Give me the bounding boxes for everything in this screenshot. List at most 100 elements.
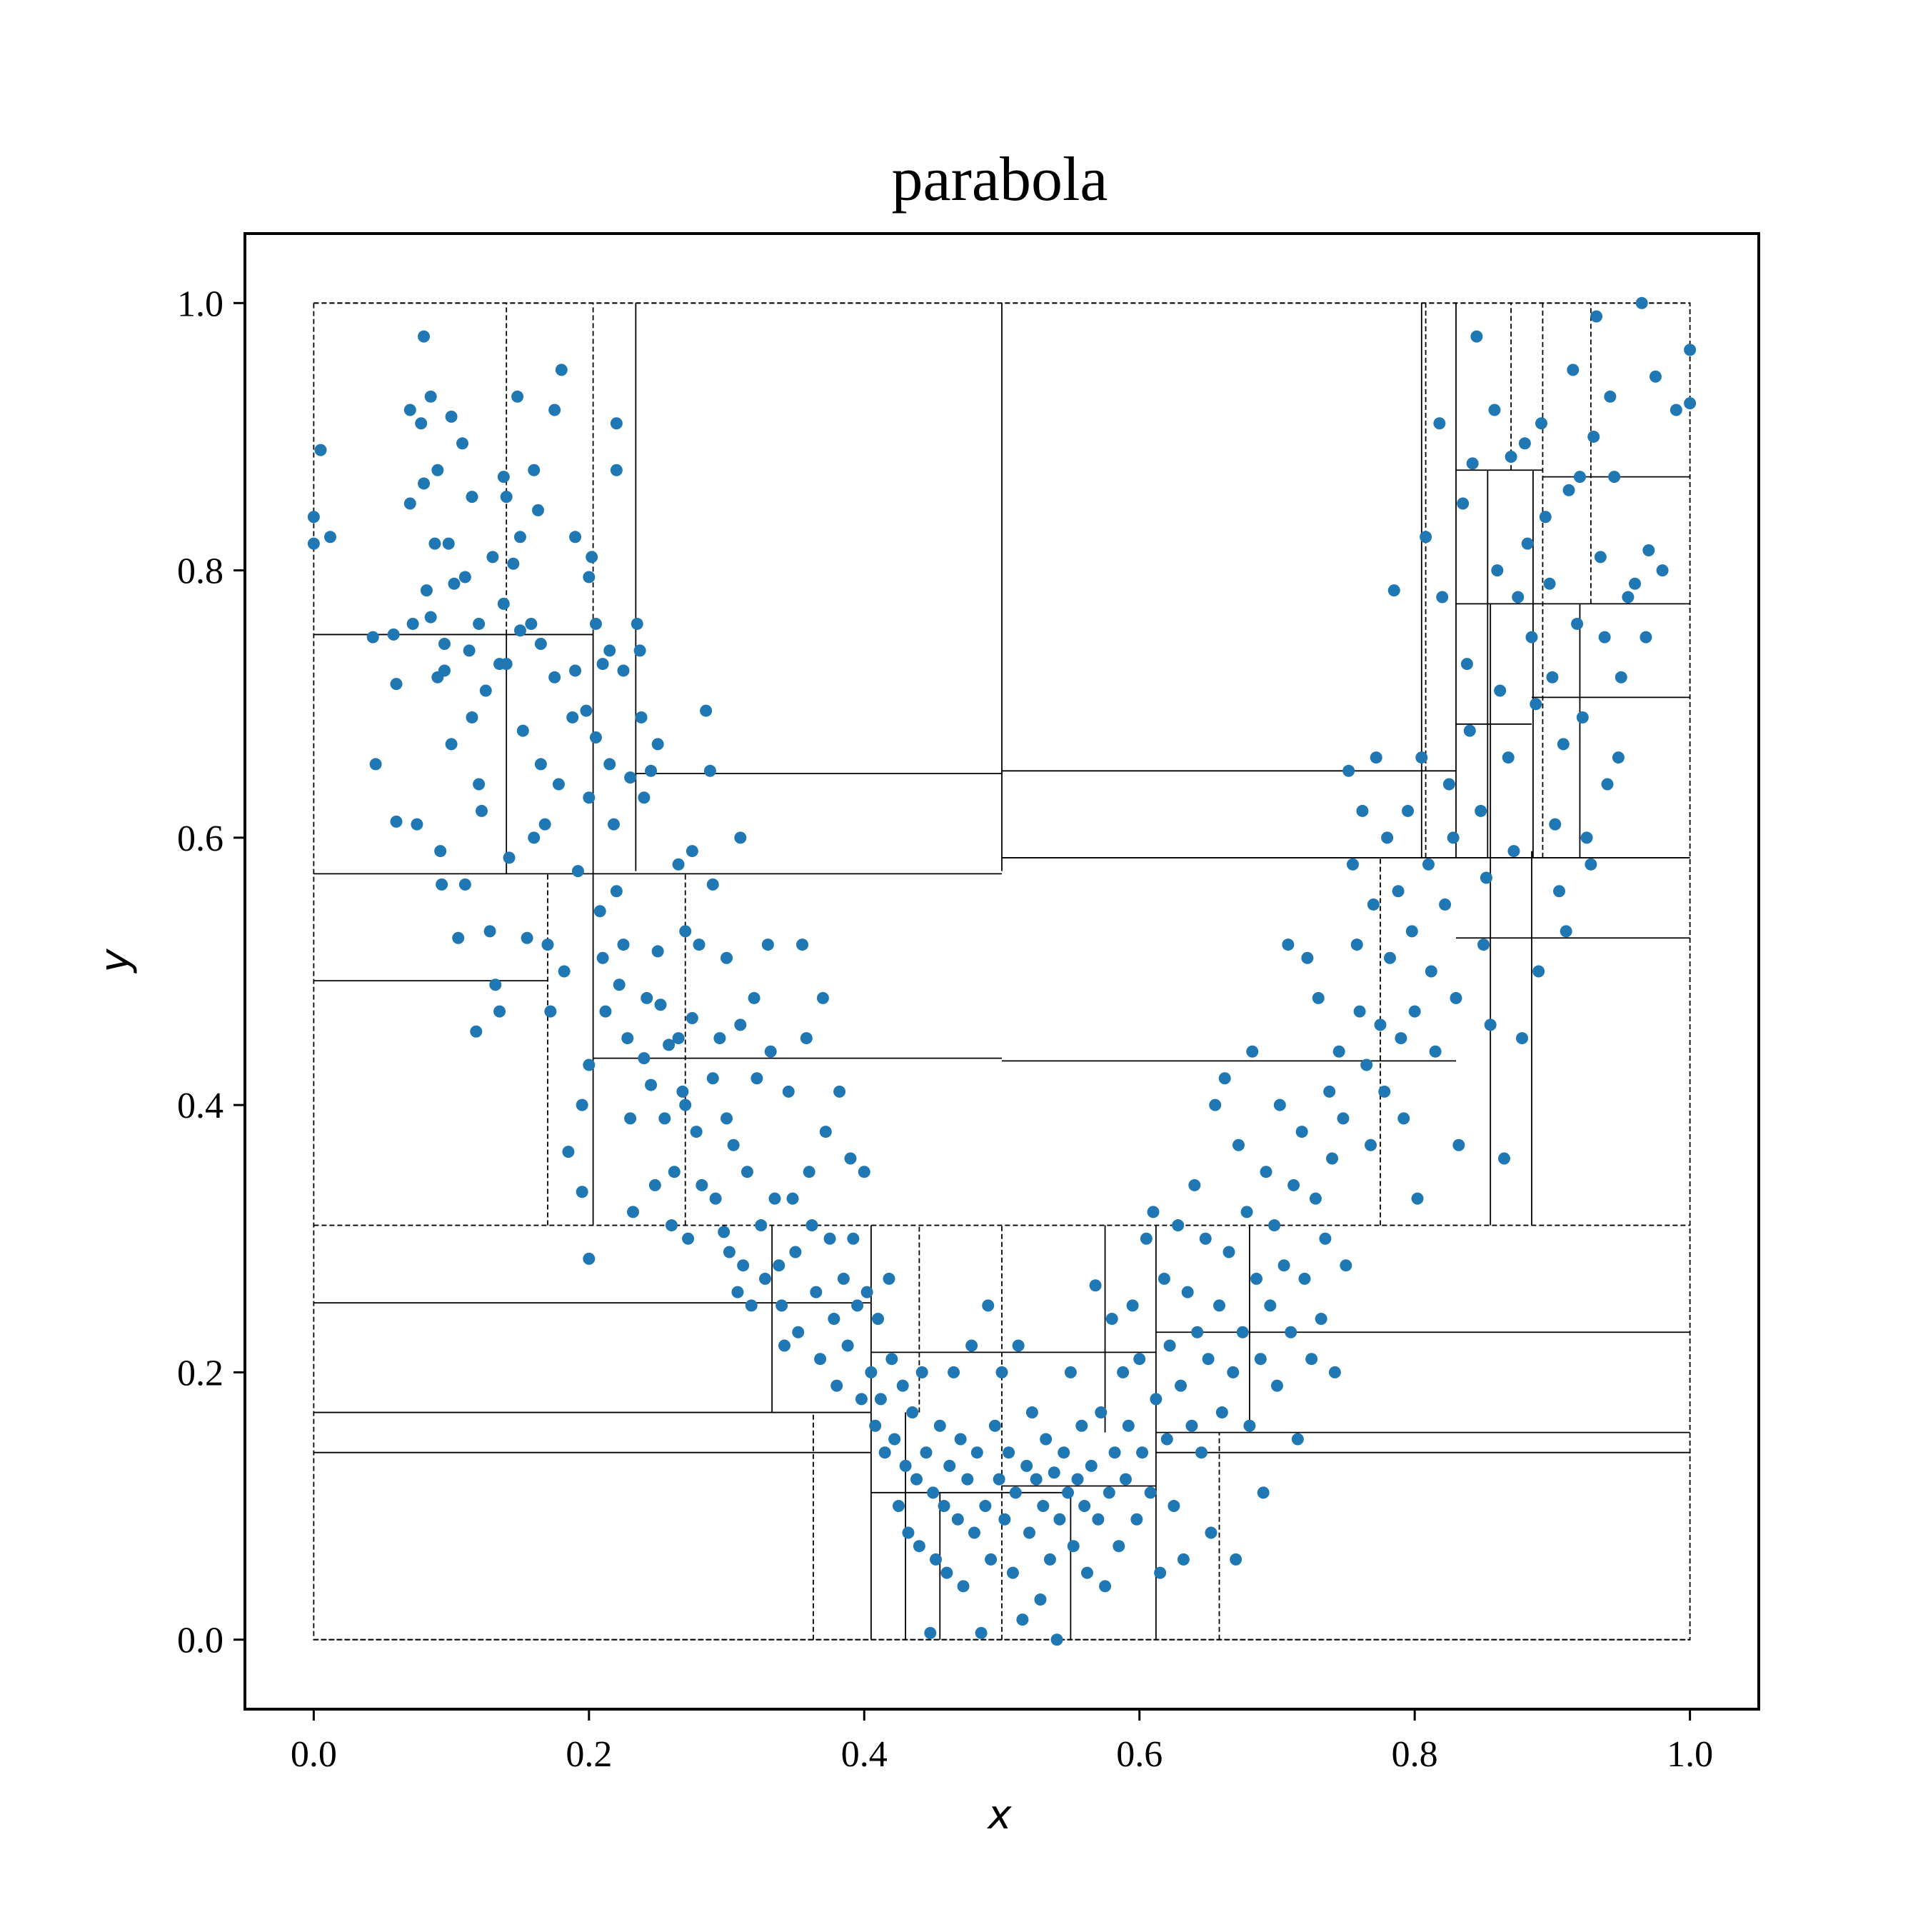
- scatter-point-128: [690, 1126, 703, 1138]
- scatter-point-115: [654, 998, 667, 1011]
- scatter-point-186: [878, 1446, 891, 1459]
- scatter-point-31: [456, 437, 469, 450]
- scatter-point-334: [1387, 584, 1400, 597]
- scatter-point-304: [1285, 1326, 1297, 1338]
- scatter-point-298: [1264, 1299, 1277, 1312]
- scatter-point-87: [593, 905, 606, 918]
- scatter-point-235: [1048, 1466, 1060, 1479]
- scatter-point-346: [1429, 1045, 1442, 1058]
- scatter-point-389: [1576, 711, 1589, 724]
- scatter-point-370: [1512, 591, 1525, 604]
- scatter-point-342: [1415, 751, 1428, 764]
- scatter-point-399: [1612, 751, 1625, 764]
- scatter-point-120: [672, 858, 685, 871]
- scatter-point-367: [1502, 751, 1515, 764]
- scatter-point-127: [686, 1011, 698, 1024]
- scatter-point-232: [1037, 1500, 1050, 1513]
- scatter-point-42: [483, 925, 496, 938]
- scatter-point-8: [390, 815, 403, 828]
- scatter-point-289: [1232, 1138, 1245, 1151]
- y-tick-label-1: 0.2: [177, 1353, 224, 1393]
- scatter-point-145: [737, 1259, 750, 1272]
- scatter-point-75: [569, 664, 582, 677]
- scatter-point-223: [1006, 1566, 1019, 1579]
- scatter-point-369: [1507, 845, 1520, 858]
- scatter-point-22: [434, 845, 447, 858]
- scatter-point-101: [624, 771, 637, 784]
- scatter-point-273: [1177, 1553, 1190, 1566]
- scatter-point-111: [645, 1078, 658, 1091]
- scatter-point-299: [1268, 1219, 1281, 1232]
- scatter-point-301: [1273, 1098, 1286, 1111]
- scatter-point-410: [1684, 397, 1697, 410]
- scatter-point-82: [583, 1058, 596, 1071]
- scatter-point-263: [1144, 1486, 1157, 1499]
- scatter-point-198: [920, 1446, 933, 1459]
- scatter-point-277: [1191, 1326, 1204, 1338]
- scatter-point-362: [1484, 1018, 1497, 1031]
- y-tick-label-2: 0.4: [177, 1086, 224, 1126]
- scatter-point-307: [1295, 1126, 1308, 1138]
- x-tick-label-1: 0.2: [566, 1734, 612, 1775]
- scatter-point-261: [1136, 1446, 1149, 1459]
- x-tick-label-5: 1.0: [1667, 1734, 1713, 1775]
- scatter-point-124: [679, 1098, 692, 1111]
- scatter-point-356: [1463, 724, 1476, 737]
- scatter-point-44: [489, 978, 502, 991]
- scatter-point-77: [576, 1098, 588, 1111]
- scatter-point-98: [617, 664, 630, 677]
- scatter-point-363: [1488, 404, 1501, 416]
- scatter-point-233: [1040, 1433, 1053, 1446]
- scatter-point-312: [1312, 991, 1325, 1004]
- scatter-point-226: [1016, 1613, 1029, 1626]
- scatter-point-169: [819, 1126, 832, 1138]
- scatter-point-225: [1012, 1339, 1025, 1352]
- scatter-point-34: [463, 644, 476, 657]
- scatter-point-243: [1075, 1419, 1088, 1432]
- scatter-point-123: [679, 925, 692, 938]
- scatter-point-76: [571, 865, 584, 878]
- scatter-point-83: [583, 1252, 596, 1265]
- scatter-point-238: [1058, 1446, 1070, 1459]
- scatter-point-25: [438, 664, 451, 677]
- scatter-point-30: [452, 931, 465, 944]
- scatter-point-149: [750, 1072, 763, 1085]
- scatter-point-195: [910, 1473, 923, 1486]
- scatter-point-182: [865, 1366, 878, 1378]
- scatter-point-292: [1243, 1419, 1256, 1432]
- scatter-point-302: [1277, 1259, 1290, 1272]
- scatter-point-366: [1497, 1152, 1510, 1165]
- scatter-point-241: [1067, 1540, 1080, 1553]
- scatter-point-217: [985, 1553, 998, 1566]
- scatter-point-218: [988, 1419, 1001, 1432]
- scatter-point-7: [390, 678, 403, 691]
- scatter-point-324: [1353, 1005, 1366, 1018]
- scatter-point-205: [943, 1459, 956, 1472]
- scatter-point-387: [1571, 617, 1584, 630]
- scatter-point-15: [418, 477, 431, 490]
- scatter-point-142: [731, 1286, 744, 1298]
- scatter-point-43: [486, 551, 499, 564]
- scatter-point-250: [1099, 1580, 1112, 1593]
- scatter-point-160: [789, 1246, 802, 1258]
- scatter-point-61: [532, 504, 545, 516]
- scatter-point-144: [734, 1018, 747, 1031]
- scatter-point-140: [723, 1246, 735, 1258]
- scatter-point-352: [1450, 991, 1462, 1004]
- scatter-point-67: [548, 404, 561, 416]
- scatter-point-71: [558, 965, 571, 978]
- scatter-point-168: [816, 991, 829, 1004]
- scatter-point-358: [1470, 330, 1483, 343]
- scatter-point-300: [1270, 1379, 1283, 1392]
- scatter-point-405: [1642, 544, 1655, 557]
- scatter-point-188: [885, 1353, 898, 1366]
- scatter-point-320: [1340, 1259, 1352, 1272]
- scatter-point-178: [851, 1299, 864, 1312]
- scatter-point-280: [1202, 1353, 1215, 1366]
- scatter-point-33: [458, 878, 471, 891]
- scatter-point-343: [1420, 531, 1432, 544]
- scatter-point-94: [610, 417, 623, 430]
- scatter-point-204: [940, 1566, 953, 1579]
- scatter-point-64: [538, 818, 551, 831]
- scatter-point-6: [387, 628, 400, 641]
